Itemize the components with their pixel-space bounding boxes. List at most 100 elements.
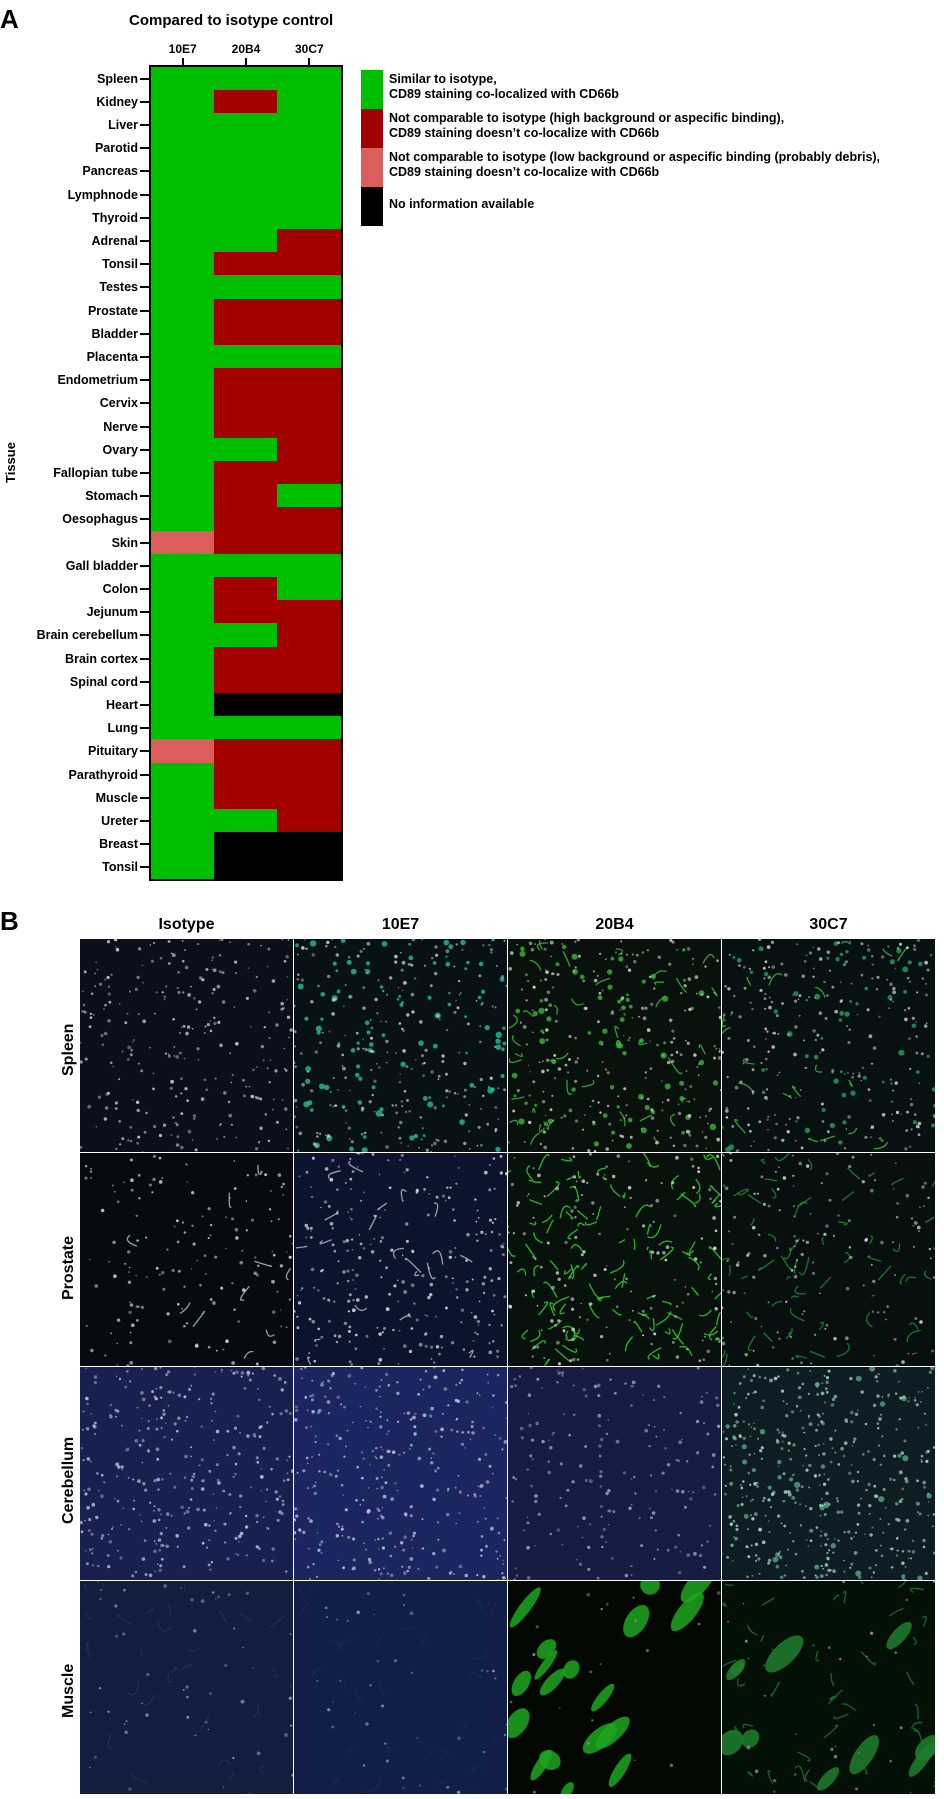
heatmap-cell-similar: [277, 90, 341, 114]
row-label: Brain cortex: [65, 651, 138, 666]
row-tick: [140, 564, 150, 567]
row-tick: [140, 216, 150, 219]
heatmap-cell-similar: [151, 136, 215, 160]
heatmap-cell-similar: [151, 600, 215, 624]
heatmap-cell-high: [214, 299, 278, 323]
heatmap-cell-high: [214, 647, 278, 671]
heatmap-cell-none: [214, 832, 278, 856]
heatmap-grid: [149, 65, 343, 881]
heatmap-cell-similar: [151, 229, 215, 253]
heatmap-cell-similar: [214, 159, 278, 183]
heatmap-cell-similar: [277, 484, 341, 508]
legend-text-line: Not comparable to isotype (high backgrou…: [389, 111, 785, 125]
micrograph-image: [508, 939, 721, 1152]
row-label: Brain cerebellum: [36, 628, 138, 643]
legend-swatch: [361, 187, 383, 226]
heatmap-cell-high: [214, 252, 278, 276]
row-tick: [140, 750, 150, 753]
heatmap-cell-high: [214, 786, 278, 810]
legend-text-line: Similar to isotype,: [389, 72, 497, 86]
micrograph-image: [508, 1367, 721, 1580]
column-label-30c7: 30C7: [294, 42, 324, 56]
micrograph-image: [508, 1581, 721, 1794]
micrograph-image: [722, 1153, 935, 1366]
heatmap-cell-low: [151, 739, 215, 763]
micrograph-image: [722, 1581, 935, 1794]
heatmap-cell-high: [277, 600, 341, 624]
heatmap-cell-similar: [151, 461, 215, 485]
row-tick: [140, 77, 150, 80]
row-tick: [140, 773, 150, 776]
heatmap-cell-high: [214, 577, 278, 601]
heatmap-cell-similar: [151, 577, 215, 601]
micrograph-image: [294, 1153, 507, 1366]
heatmap-cell-similar: [214, 183, 278, 207]
row-label: Gall bladder: [65, 558, 138, 573]
heatmap-title: Compared to isotype control: [129, 12, 334, 29]
row-tick: [140, 634, 150, 637]
row-label: Tonsil: [102, 860, 138, 875]
row-label: Nerve: [103, 419, 138, 434]
micrograph-column-label: 30C7: [809, 916, 848, 933]
row-label: Adrenal: [91, 234, 138, 248]
heatmap-cell-high: [277, 531, 341, 555]
heatmap-cell-high: [277, 438, 341, 462]
row-tick: [140, 866, 150, 869]
micrograph-image: [80, 1153, 293, 1366]
heatmap-cell-similar: [214, 438, 278, 462]
micrograph-image: [294, 939, 507, 1152]
heatmap-cell-similar: [151, 67, 215, 91]
heatmap-cell-high: [277, 670, 341, 694]
legend-text-line: Not comparable to isotype (low backgroun…: [389, 150, 881, 164]
row-label: Colon: [102, 582, 138, 596]
heatmap-cell-similar: [214, 716, 278, 740]
row-tick: [140, 448, 150, 451]
heatmap-cell-similar: [277, 113, 341, 137]
row-tick: [140, 309, 150, 312]
row-tick: [140, 124, 150, 126]
heatmap-cell-high: [277, 391, 341, 415]
heatmap-cell-similar: [151, 368, 215, 392]
row-label: Ovary: [102, 442, 138, 457]
legend-swatch: [361, 148, 383, 187]
heatmap-cell-similar: [151, 322, 215, 346]
heatmap-cell-similar: [214, 67, 278, 91]
heatmap-cell-similar: [151, 484, 215, 508]
row-tick: [140, 402, 150, 405]
row-label: Pancreas: [82, 164, 138, 179]
micrograph-column-label: Isotype: [158, 916, 215, 933]
heatmap-cell-none: [277, 832, 341, 856]
row-label: Liver: [108, 118, 138, 132]
heatmap-cell-similar: [214, 229, 278, 253]
heatmap-cell-high: [214, 670, 278, 694]
column-tick: [308, 58, 311, 66]
heatmap-cell-similar: [151, 554, 215, 578]
row-label: Muscle: [95, 790, 138, 805]
heatmap-cell-high: [277, 229, 341, 253]
row-tick: [140, 541, 150, 544]
row-label: Cervix: [99, 396, 138, 411]
panel-b-letter: B: [0, 906, 19, 936]
heatmap-cell-similar: [277, 275, 341, 299]
heatmap-cell-similar: [277, 716, 341, 740]
heatmap-cell-similar: [151, 345, 215, 369]
heatmap-cell-similar: [214, 809, 278, 833]
heatmap-cell-similar: [277, 577, 341, 601]
micrograph-image: [294, 1581, 507, 1794]
row-label: Jejunum: [86, 605, 138, 620]
column-tick: [181, 58, 184, 66]
micrograph-row-label: Spleen: [60, 1023, 77, 1076]
micrograph-image: [80, 1367, 293, 1580]
heatmap-cell-similar: [151, 438, 215, 462]
heatmap-cell-similar: [151, 507, 215, 531]
heatmap-cell-similar: [214, 113, 278, 137]
heatmap-cell-similar: [151, 763, 215, 787]
heatmap-cell-similar: [151, 855, 215, 879]
heatmap-cell-high: [214, 322, 278, 346]
heatmap-cell-none: [214, 855, 278, 879]
row-tick: [140, 170, 150, 173]
row-tick: [140, 727, 150, 730]
row-tick: [140, 796, 150, 799]
row-label: Parathyroid: [68, 767, 138, 782]
row-tick: [140, 657, 150, 660]
